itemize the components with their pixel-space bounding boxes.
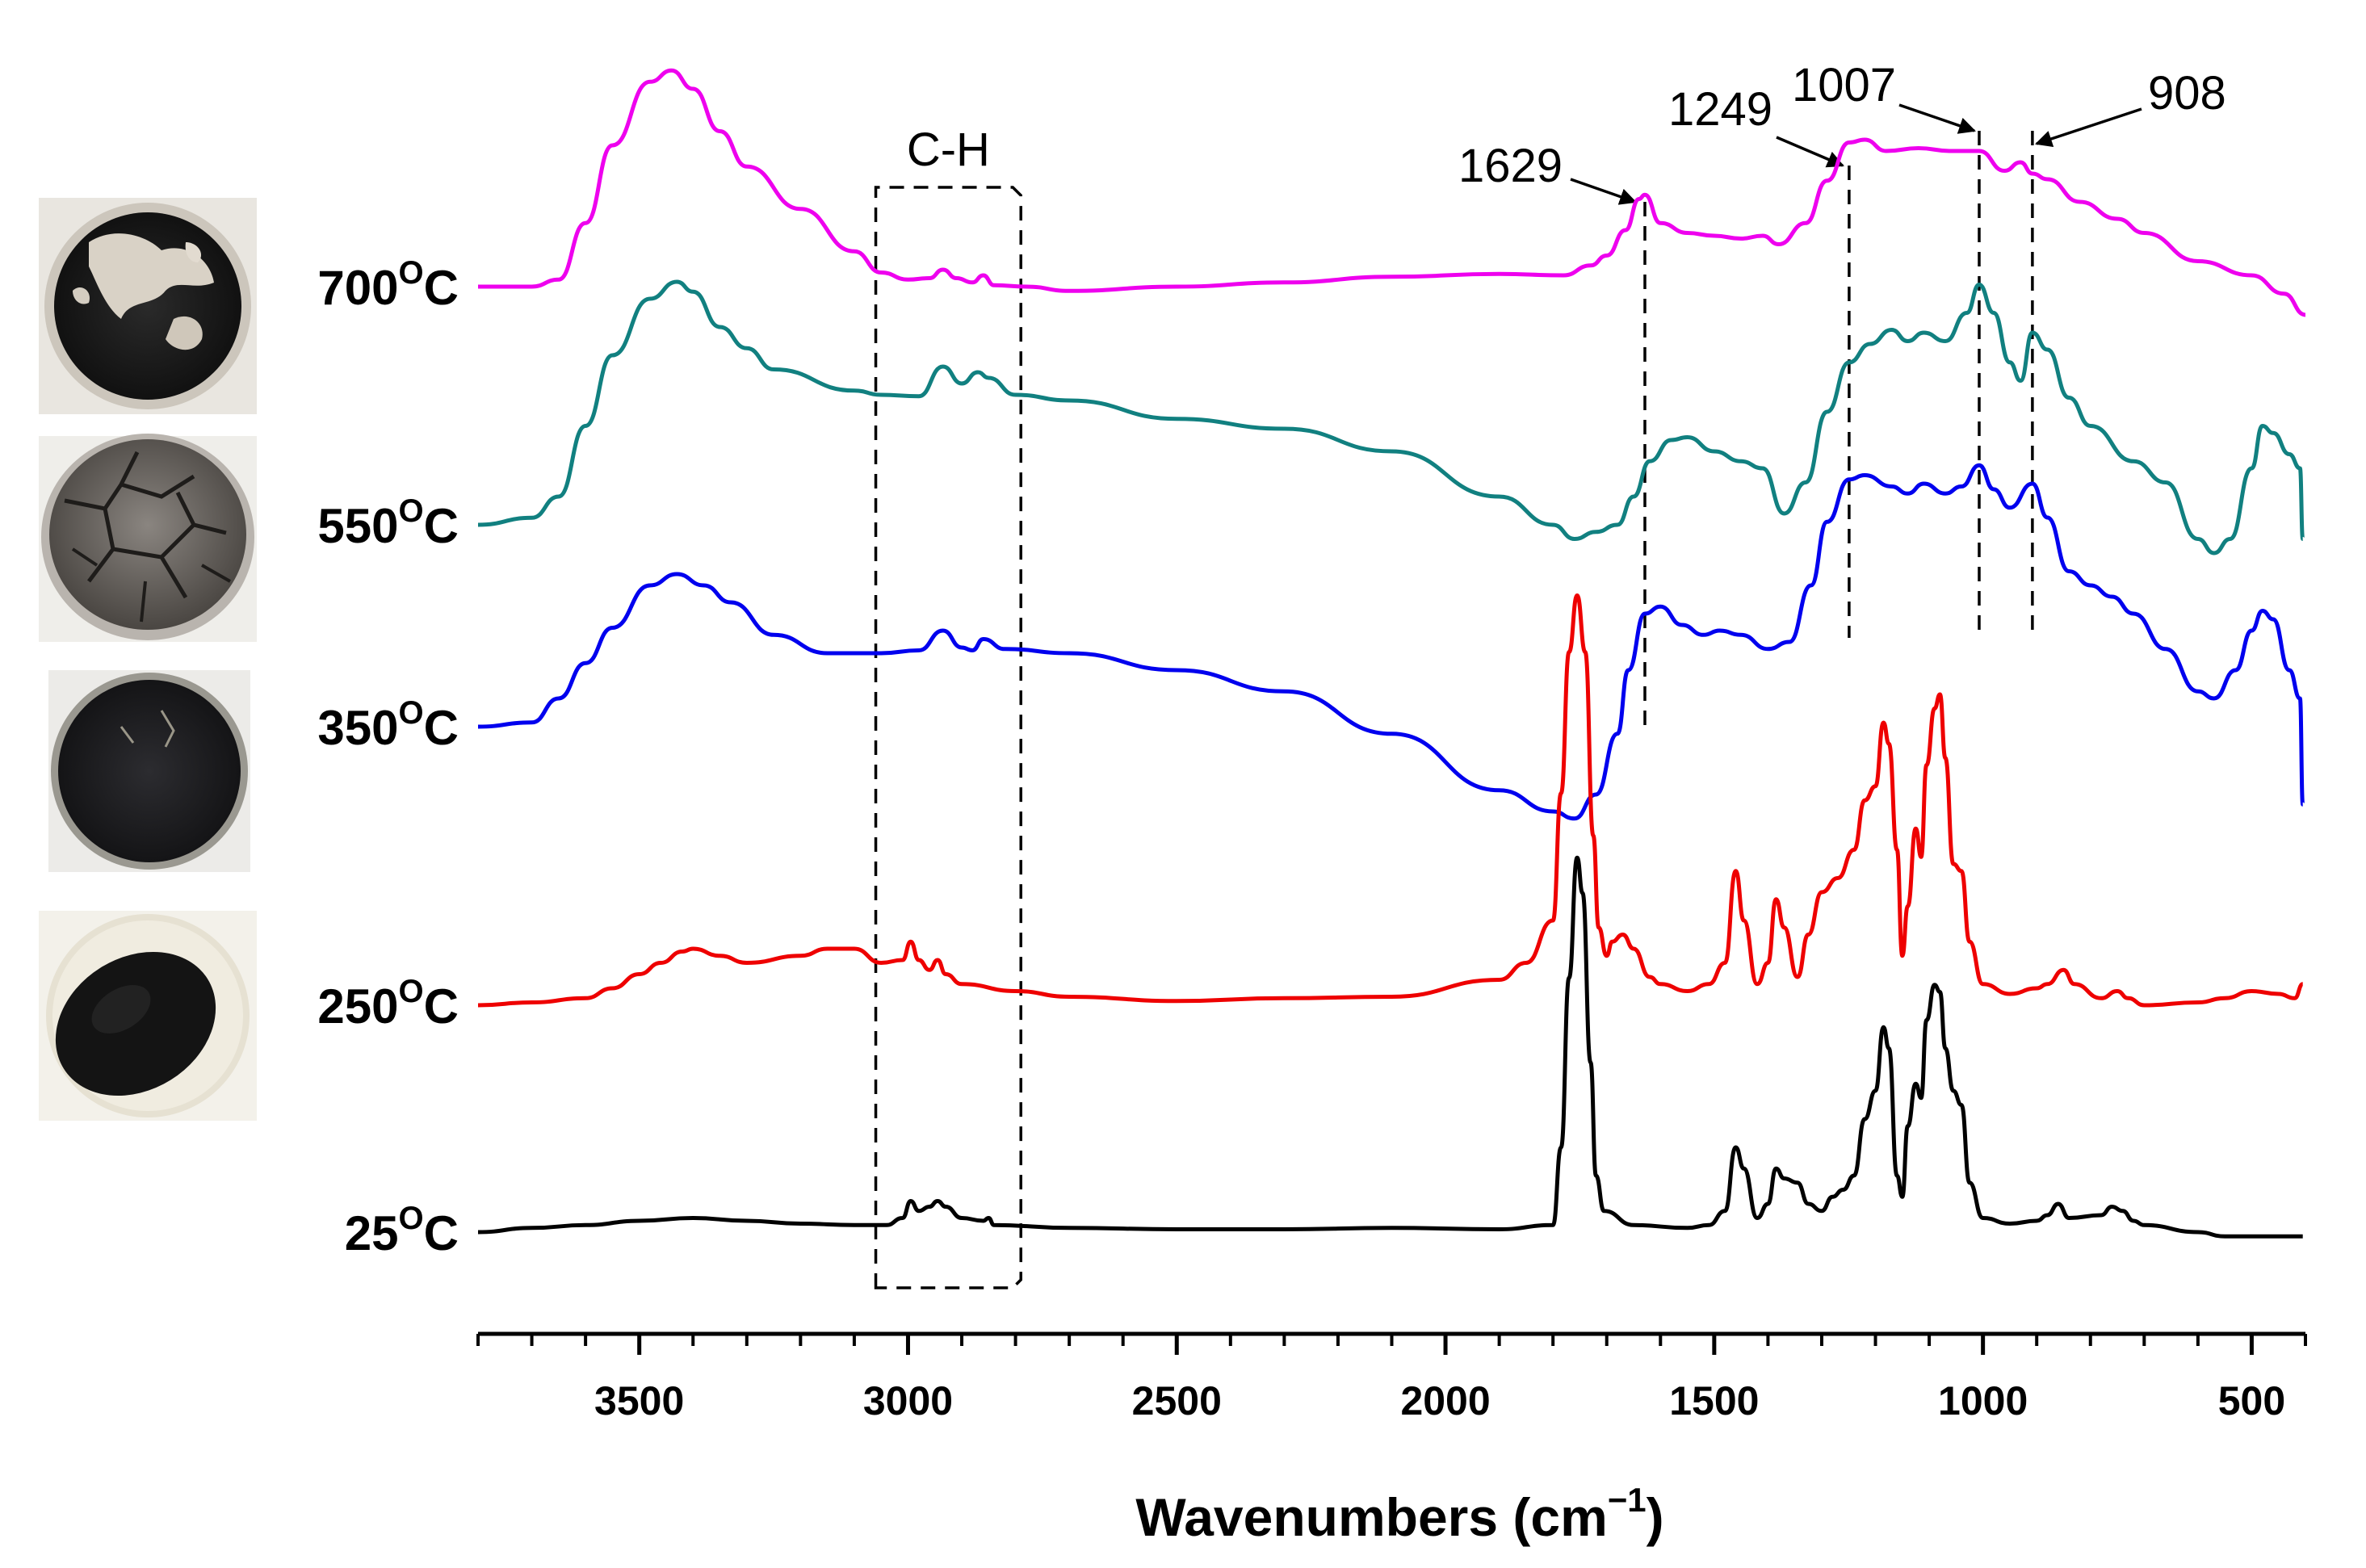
series-line-700c xyxy=(478,68,2306,317)
temp-label-350c: 350OC xyxy=(317,695,459,755)
x-tick-label: 2000 xyxy=(1400,1378,1490,1423)
peak-annotations: 1629 1249 1007 908 xyxy=(1458,59,2226,735)
peak-label-1007: 1007 xyxy=(1792,59,1896,111)
sample-photo-700 xyxy=(39,198,257,414)
temp-label-700c: 700OC xyxy=(317,255,459,315)
series-line-250c xyxy=(477,593,2304,1008)
x-axis-title-close: ) xyxy=(1647,1487,1664,1547)
x-axis: 3500 3000 2500 2000 1500 1000 500 xyxy=(476,1331,2307,1423)
series-layer xyxy=(477,68,2306,1239)
temperature-labels: 700OC 550OC 350OC 250OC 25OC xyxy=(317,255,459,1260)
x-axis-title-superscript: −1 xyxy=(1608,1481,1647,1519)
x-axis-title-main: Wavenumbers (cm xyxy=(1135,1487,1607,1547)
peak-arrow-1007 xyxy=(1898,103,1976,134)
series-line-550c xyxy=(477,279,2305,556)
x-axis-title: Wavenumbers (cm−1) xyxy=(1135,1481,1663,1547)
sample-photo-550 xyxy=(39,434,257,642)
x-tick-label: 3000 xyxy=(863,1378,953,1423)
peak-arrow-908 xyxy=(2035,107,2142,148)
peak-label-908: 908 xyxy=(2148,67,2226,119)
ch-box-label: C-H xyxy=(907,124,990,176)
peak-arrow-1629 xyxy=(1570,178,1637,205)
ch-annotation: C-H xyxy=(874,124,1022,1289)
x-tick-label: 2500 xyxy=(1132,1378,1222,1423)
x-tick-label: 1500 xyxy=(1669,1378,1759,1423)
peak-arrow-1249 xyxy=(1776,136,1844,168)
x-tick-label: 500 xyxy=(2218,1378,2285,1423)
sample-photo-250 xyxy=(39,911,257,1121)
temp-label-550c: 550OC xyxy=(317,493,459,553)
temp-label-250c: 250OC xyxy=(317,974,459,1033)
peak-label-1629: 1629 xyxy=(1458,140,1563,192)
series-line-350c xyxy=(477,463,2305,821)
series-line-25c xyxy=(477,855,2303,1239)
sample-photo-350 xyxy=(48,670,250,872)
peak-label-1249: 1249 xyxy=(1668,83,1772,136)
x-tick-label: 3500 xyxy=(594,1378,684,1423)
ch-dashed-box xyxy=(874,186,1022,1289)
temp-label-25c: 25OC xyxy=(345,1201,459,1260)
x-tick-label: 1000 xyxy=(1938,1378,2028,1423)
